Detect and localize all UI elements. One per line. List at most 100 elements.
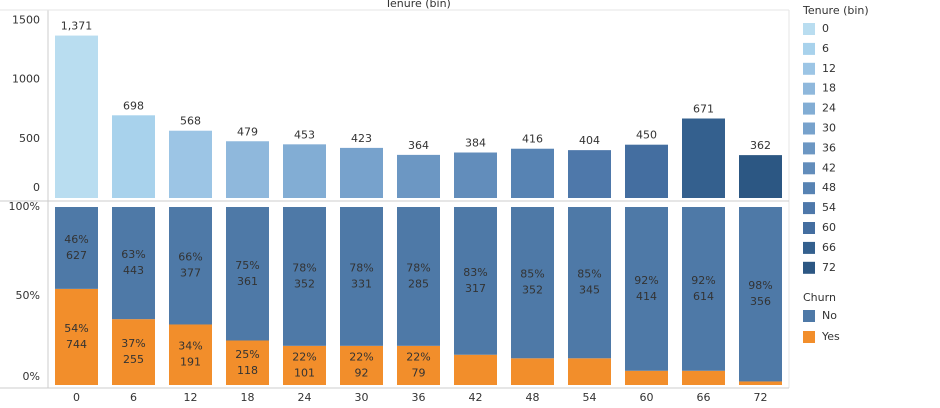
data-label: 450 [636,129,657,142]
data-label: 25% [235,348,259,361]
bar [169,130,212,198]
data-label: 384 [465,137,486,150]
bar [55,35,98,199]
legend-label: No [822,309,837,322]
data-label: 331 [351,277,372,290]
x-tick-label: 66 [697,391,711,404]
bar-segment [169,324,212,385]
legend-label: 30 [822,122,836,135]
data-label: 66% [178,251,202,264]
data-label: 364 [408,139,429,152]
data-label: 361 [237,275,258,288]
x-tick-label: 24 [298,391,312,404]
legend-label: 60 [822,221,836,234]
bar [625,144,668,198]
data-label: 98% [748,279,772,292]
legend-swatch [803,142,815,155]
data-label: 92% [634,274,658,287]
bar-segment [397,207,440,346]
legend-swatch [803,102,815,115]
legend-label: Yes [821,330,840,343]
bar [397,154,440,198]
chart-title: Tenure (bin) [384,0,451,10]
data-label: 118 [237,364,258,377]
bar-segment [625,207,668,371]
legend-swatch [803,62,815,75]
legend-label: 6 [822,42,829,55]
data-label: 37% [121,337,145,350]
bar-segment [112,319,155,385]
x-tick-label: 54 [583,391,597,404]
data-label: 317 [465,282,486,295]
data-label: 614 [693,290,714,303]
bar-segment [340,345,383,385]
legend-title: Tenure (bin) [802,4,869,17]
data-label: 352 [522,284,543,297]
x-tick-label: 60 [640,391,654,404]
legend-label: 42 [822,161,836,174]
data-label: 627 [66,249,87,262]
data-label: 191 [180,356,201,369]
x-tick-label: 48 [526,391,540,404]
x-tick-label: 42 [469,391,483,404]
data-label: 377 [180,267,201,280]
bar-segment [568,358,611,385]
y-tick-label: 100% [9,200,40,213]
legend-label: 72 [822,261,836,274]
data-label: 345 [579,284,600,297]
bar [283,144,326,198]
bar-segment [226,340,269,385]
data-label: 1,371 [61,20,93,33]
data-label: 85% [577,268,601,281]
legend-swatch [803,331,815,343]
bar-segment [169,207,212,325]
legend-swatch [803,23,815,35]
bar-segment [283,345,326,385]
bar-segment [283,207,326,346]
data-label: 453 [294,128,315,141]
bar-segment [397,345,440,385]
y-tick-label: 1000 [12,73,40,86]
legend-label: 24 [822,102,836,115]
x-tick-label: 12 [184,391,198,404]
data-label: 22% [292,350,316,363]
bar [568,150,611,198]
x-tick-label: 72 [754,391,768,404]
x-tick-label: 0 [73,391,80,404]
data-label: 75% [235,259,259,272]
x-tick-label: 6 [130,391,137,404]
legend-label: 36 [822,141,836,154]
bar-segment [454,354,497,385]
data-label: 83% [463,266,487,279]
legend-swatch [803,241,815,254]
bar [454,152,497,198]
legend-swatch [803,162,815,175]
x-tick-label: 18 [241,391,255,404]
bar [739,155,782,198]
legend-swatch [803,122,815,135]
data-label: 46% [64,233,88,246]
data-label: 101 [294,366,315,379]
legend-title: Churn [803,291,836,304]
legend-swatch [803,42,815,55]
bar [226,141,269,198]
bar-segment [112,207,155,320]
x-tick-label: 36 [412,391,426,404]
data-label: 352 [294,277,315,290]
data-label: 671 [693,103,714,116]
bar-segment [226,207,269,341]
legend-swatch [803,310,815,322]
data-label: 698 [123,99,144,112]
data-label: 362 [750,139,771,152]
legend-label: 12 [822,62,836,75]
bar-segment [625,370,668,385]
y-tick-label: 0 [33,181,40,194]
data-label: 443 [123,264,144,277]
bar-segment [682,207,725,371]
data-label: 404 [579,134,600,147]
bar [112,115,155,198]
data-label: 22% [349,350,373,363]
bar-segment [568,207,611,359]
data-label: 22% [406,350,430,363]
x-tick-label: 30 [355,391,369,404]
